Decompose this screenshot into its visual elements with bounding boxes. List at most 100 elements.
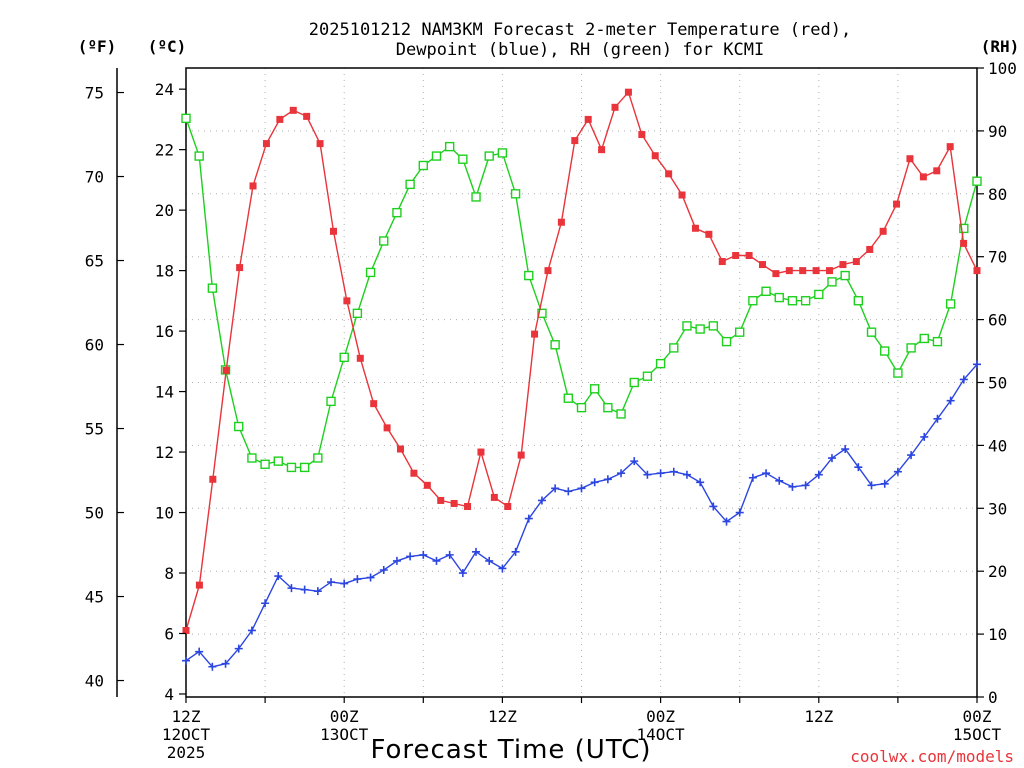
rh-series-point xyxy=(484,151,494,161)
dewpoint-series-point xyxy=(300,585,309,594)
dewpoint-series-point xyxy=(577,484,586,493)
celsius-tick-label: 6 xyxy=(164,624,174,643)
temperature-series-point xyxy=(973,267,981,275)
x-tick-label: 00Z xyxy=(330,707,359,726)
dewpoint-series-point xyxy=(511,547,520,556)
dewpoint-series-point xyxy=(182,656,190,665)
rh-series-point xyxy=(695,324,705,334)
fahrenheit-tick-label: 50 xyxy=(85,504,104,523)
temperature-series-point xyxy=(893,200,901,208)
series-layer xyxy=(181,88,982,671)
temperature-series-point xyxy=(517,451,525,459)
temperature-series-point xyxy=(799,267,807,275)
x-tick-label: 13OCT xyxy=(320,725,369,744)
temperature-series-point xyxy=(785,267,793,275)
rh-series-point xyxy=(326,396,336,407)
temperature-series-point xyxy=(383,424,391,432)
rh-tick-label: 80 xyxy=(988,185,1007,204)
dewpoint-series-point xyxy=(973,360,981,369)
dewpoint-series-point xyxy=(854,463,863,472)
dewpoint-series-point xyxy=(287,584,296,593)
celsius-tick-label: 8 xyxy=(164,564,174,583)
fahrenheit-tick-label: 65 xyxy=(85,252,104,271)
dewpoint-series-point xyxy=(485,556,494,565)
dewpoint-series-point xyxy=(327,578,336,587)
credit-text: coolwx.com/models xyxy=(850,747,1014,766)
rh-series-point xyxy=(339,352,349,363)
celsius-tick-label: 18 xyxy=(155,262,174,281)
rh-series-point xyxy=(550,340,560,350)
temperature-series-point xyxy=(316,140,324,148)
x-tick-label: 00Z xyxy=(963,707,992,726)
dewpoint-series-point xyxy=(775,476,784,485)
temperature-series-point xyxy=(638,131,646,139)
rh-series-point xyxy=(669,343,679,353)
rh-series-point xyxy=(510,189,521,199)
chart-title-line2: Dewpoint (blue), RH (green) for KCMI xyxy=(396,40,764,60)
temperature-series-point xyxy=(812,267,820,275)
dewpoint-series-point xyxy=(432,556,441,565)
temperature-series-point xyxy=(557,218,565,226)
dewpoint-series-point xyxy=(234,644,243,653)
rh-tick-label: 90 xyxy=(988,122,1007,141)
temperature-series-point xyxy=(933,167,941,175)
rh-series-point xyxy=(524,270,534,281)
dewpoint-series-point xyxy=(696,478,705,487)
dewpoint-series-point xyxy=(801,481,810,490)
dewpoint-series-point xyxy=(445,550,454,559)
rh-series-point xyxy=(418,160,428,171)
rh-series-point xyxy=(906,343,916,353)
x-tick-label: 12Z xyxy=(804,707,833,726)
temperature-series-point xyxy=(772,270,780,278)
dewpoint-series-point xyxy=(959,375,968,384)
temperature-series-point xyxy=(571,137,579,145)
temperature-series-point xyxy=(732,251,740,259)
rh-series-point xyxy=(735,327,745,337)
dewpoint-series-point xyxy=(261,599,270,608)
rh-series-point xyxy=(893,368,903,378)
rh-series-point xyxy=(392,207,402,218)
temperature-series-point xyxy=(464,502,472,510)
temperature-series-point xyxy=(718,258,726,266)
dewpoint-series-point xyxy=(735,508,744,517)
rh-series-point xyxy=(365,267,376,278)
temperature-series-point xyxy=(289,106,297,114)
rh-series-point xyxy=(194,151,204,161)
dewpoint-series-point xyxy=(946,396,955,405)
temperature-series-point xyxy=(826,267,834,275)
dewpoint-series-point xyxy=(392,556,401,565)
grid-lines xyxy=(186,68,977,697)
rh-series-point xyxy=(299,462,310,473)
rh-series-point xyxy=(405,179,415,190)
celsius-tick-label: 24 xyxy=(155,80,174,99)
temperature-series-point xyxy=(866,245,874,253)
rh-tick-label: 30 xyxy=(988,499,1007,518)
celsius-tick-label: 14 xyxy=(155,383,174,402)
dewpoint-series-point xyxy=(274,572,283,581)
celsius-tick-label: 12 xyxy=(155,443,174,462)
dewpoint-series-point xyxy=(748,473,757,482)
temperature-series-point xyxy=(249,182,257,190)
celsius-unit-label: (ºC) xyxy=(148,37,187,56)
rh-series-point xyxy=(207,283,218,293)
temperature-series-point xyxy=(960,239,968,247)
temperature-series-point xyxy=(946,143,954,151)
rh-series-point xyxy=(655,358,666,369)
rh-series-point xyxy=(748,296,758,306)
dewpoint-series-point xyxy=(340,579,349,588)
rh-series-point xyxy=(629,377,639,388)
rh-series-point xyxy=(853,296,864,306)
temperature-series-point xyxy=(584,115,592,123)
dewpoint-series-point xyxy=(933,414,942,423)
dewpoint-series-point xyxy=(458,569,467,578)
dewpoint-series-point xyxy=(630,457,639,466)
fahrenheit-tick-label: 40 xyxy=(85,672,104,691)
x-axis-title: Forecast Time (UTC) xyxy=(370,735,651,765)
dewpoint-series-point xyxy=(564,487,573,496)
temperature-series-point xyxy=(490,493,498,501)
temperature-series-point xyxy=(370,400,378,408)
rh-series-point xyxy=(932,336,943,347)
temperature-series-point xyxy=(678,191,686,199)
dewpoint-series-point xyxy=(247,626,256,635)
tick-labels: 4 6 8 10 12 14 16 18 20 22 24 40 45 50 55 60 65 70 75 0 10 20… xyxy=(85,59,1017,762)
